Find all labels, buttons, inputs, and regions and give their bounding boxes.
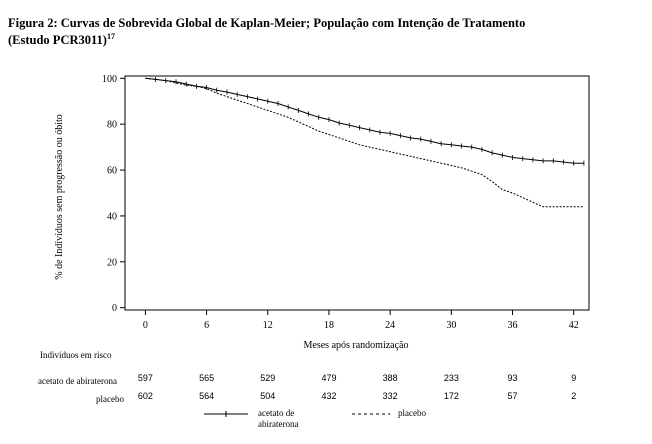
figure-title-study: (Estudo PCR3011): [8, 33, 107, 48]
legend-label-abiraterona-line1: acetato de: [258, 408, 294, 418]
risk-value: 529: [260, 373, 275, 383]
x-tick-label: 0: [143, 320, 148, 331]
risk-value: 597: [138, 373, 153, 383]
x-tick-label: 12: [263, 320, 273, 331]
x-tick-label: 36: [508, 320, 518, 331]
x-tick-label: 6: [204, 320, 209, 331]
legend-label-placebo: placebo: [398, 408, 426, 418]
y-axis-title: % de Indivíduos sem progressão ou óbito: [54, 114, 65, 280]
y-tick-label: 60: [107, 166, 117, 177]
y-tick-label: 100: [102, 74, 117, 85]
risk-value: 504: [260, 391, 275, 401]
plot-frame: [124, 75, 590, 311]
risk-value: 172: [444, 391, 459, 401]
risk-value: 57: [508, 391, 518, 401]
figure-title-reference: 17: [106, 32, 115, 41]
series-line-abiraterona: [145, 77, 584, 164]
x-tick-label: 24: [385, 320, 395, 331]
x-axis-title: Meses após randomização: [304, 340, 409, 351]
legend: acetato de abiraterona placebo: [204, 408, 426, 429]
risk-table-heading: Indivíduos em risco: [40, 350, 112, 360]
figure-title-line1: Figura 2: Curvas de Sobrevida Global de …: [8, 16, 526, 30]
y-tick-label: 20: [107, 257, 117, 268]
risk-value: 332: [383, 391, 398, 401]
risk-row-label-abiraterona: acetato de abiraterona: [38, 376, 117, 386]
y-tick-label: 80: [107, 120, 117, 131]
figure-title-line2: (Estudo PCR3011)17: [8, 30, 648, 47]
y-tick-label: 40: [107, 211, 117, 222]
plot-area: 0 20 40 60 80 100 0 6 12 18 24 30 36 42: [102, 74, 590, 331]
risk-value: 432: [321, 391, 336, 401]
risk-value: 479: [321, 373, 336, 383]
series-line-placebo: [145, 77, 584, 208]
risk-row-label-placebo: placebo: [96, 394, 124, 404]
risk-value: 2: [571, 391, 576, 401]
risk-value: 564: [199, 391, 214, 401]
x-tick-label: 18: [324, 320, 334, 331]
x-tick-label: 30: [446, 320, 456, 331]
figure-title: Figura 2: Curvas de Sobrevida Global de …: [8, 16, 648, 47]
risk-value: 388: [383, 373, 398, 383]
risk-value: 9: [571, 373, 576, 383]
risk-value: 93: [508, 373, 518, 383]
x-tick-label: 42: [569, 320, 579, 331]
legend-label-abiraterona-line2: abiraterona: [258, 419, 298, 429]
risk-table-values: 597 565 529 479 388 233 93 9 602 564 504 432 332 172 5…: [138, 373, 576, 401]
risk-value: 565: [199, 373, 214, 383]
risk-value: 233: [444, 373, 459, 383]
y-tick-label: 0: [112, 303, 117, 314]
risk-value: 602: [138, 391, 153, 401]
